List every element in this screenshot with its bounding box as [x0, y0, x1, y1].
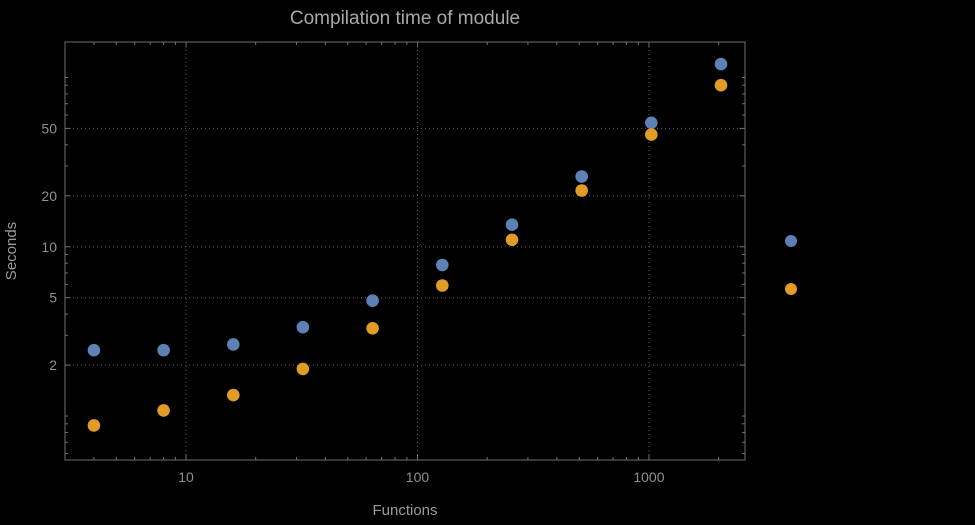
x-tick-label: 1000 [633, 469, 664, 485]
data-points [87, 57, 728, 432]
y-tick-label: 50 [41, 120, 57, 136]
gridlines [65, 42, 745, 460]
data-point-blue [575, 170, 588, 183]
chart-title: Compilation time of module [290, 8, 520, 29]
data-point-blue [157, 343, 170, 357]
axis-tick-labels: 10 100 1000 2 5 10 20 50 [41, 120, 664, 485]
data-point-orange [87, 419, 101, 432]
data-point-blue [87, 343, 101, 357]
data-point-blue [296, 320, 310, 334]
data-point-orange [366, 322, 379, 335]
data-point-orange [296, 362, 310, 376]
data-point-blue [227, 338, 240, 351]
y-tick-label: 5 [49, 290, 57, 306]
x-axis-label: Functions [372, 502, 437, 519]
data-point-orange [227, 388, 240, 402]
axis-ticks [64, 42, 745, 460]
y-tick-label: 10 [41, 239, 57, 255]
data-point-orange [714, 78, 728, 92]
y-tick-label: 20 [41, 188, 57, 204]
legend-marker-blue [785, 235, 797, 247]
legend-marker-orange [785, 283, 797, 295]
data-point-blue [714, 57, 728, 71]
x-tick-label: 10 [178, 469, 194, 485]
data-point-orange [436, 279, 449, 292]
data-point-orange [505, 233, 519, 247]
data-point-blue [645, 116, 658, 130]
x-tick-label: 100 [406, 469, 430, 485]
data-point-blue [366, 294, 379, 308]
y-axis-label: Seconds [3, 222, 20, 280]
plot-frame [64, 41, 746, 461]
data-point-blue [505, 218, 519, 231]
legend [785, 235, 797, 295]
data-point-blue [436, 258, 449, 272]
data-point-orange [157, 404, 170, 417]
data-point-orange [645, 128, 658, 141]
y-tick-label: 2 [49, 357, 57, 373]
data-point-orange [575, 184, 588, 197]
